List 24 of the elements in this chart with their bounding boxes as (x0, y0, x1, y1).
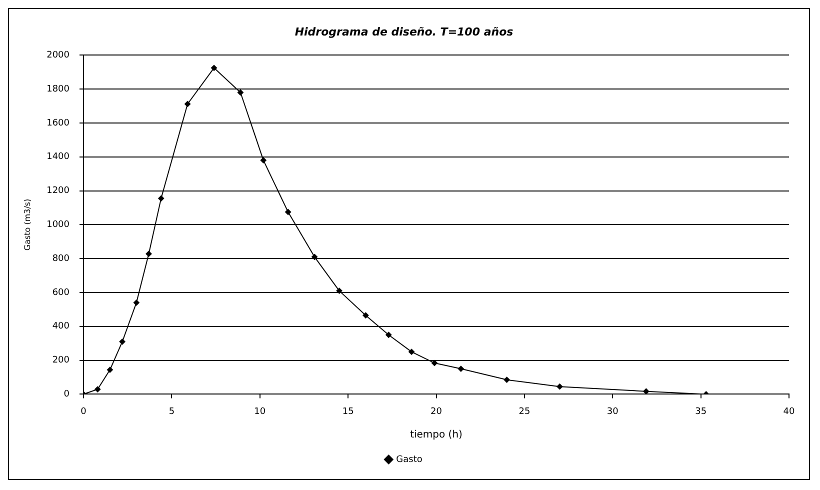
y-axis-title: Gasto (m3/s) (22, 198, 32, 251)
y-tick-label: 800 (52, 254, 70, 264)
y-tick-label: 1200 (46, 186, 70, 196)
y-tick-label: 1000 (46, 220, 70, 230)
x-tick-label: 35 (695, 406, 707, 417)
y-tick-label: 200 (52, 356, 70, 366)
y-tick-label: 1800 (46, 84, 70, 94)
chart-title: Hidrograma de diseño. T=100 años (294, 25, 514, 38)
y-tick-label: 2000 (46, 50, 70, 61)
x-axis-title: tiempo (h) (410, 430, 463, 441)
x-tick-label: 30 (606, 406, 619, 417)
x-tick-label: 10 (254, 406, 266, 417)
y-tick-label: 1600 (46, 118, 70, 128)
x-tick-label: 20 (430, 406, 442, 417)
y-tick-label: 400 (52, 322, 70, 332)
x-tick-label: 5 (168, 406, 175, 417)
y-tick-label: 1400 (46, 152, 70, 162)
x-tick-label: 15 (342, 406, 354, 417)
x-tick-label: 0 (80, 406, 87, 417)
y-tick-label: 0 (64, 390, 70, 400)
y-tick-label: 600 (52, 288, 70, 298)
legend-label: Gasto (396, 454, 423, 465)
x-tick-label: 25 (518, 406, 530, 417)
x-tick-label: 40 (783, 406, 795, 417)
